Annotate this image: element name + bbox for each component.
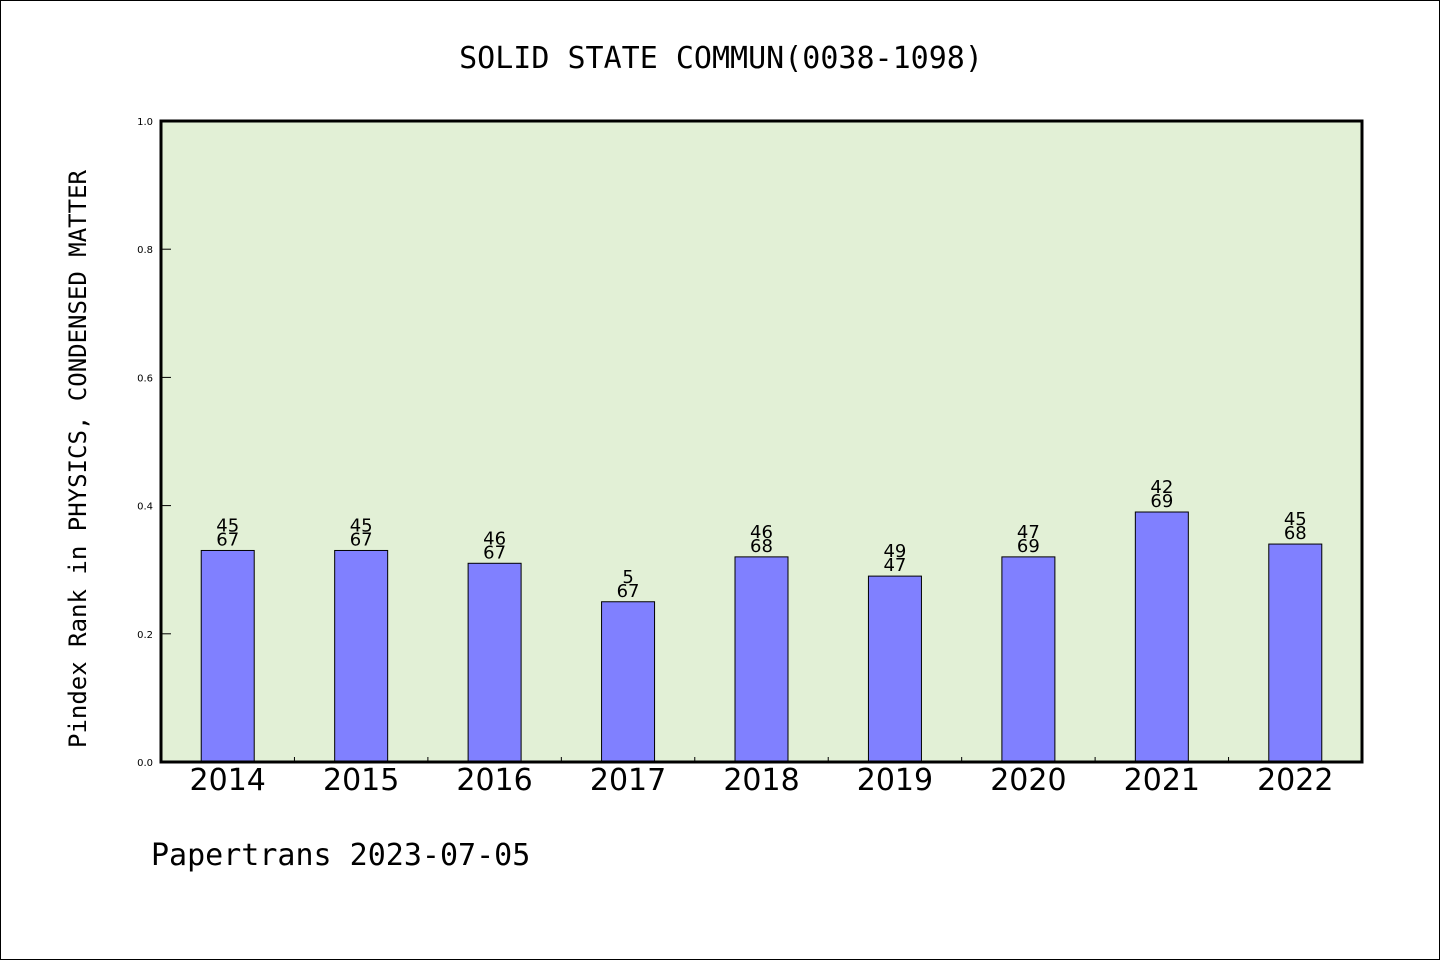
x-tick-label-2019: 2019 <box>857 763 933 798</box>
bar-2016 <box>467 562 522 763</box>
bar-2014 <box>200 549 255 763</box>
bar-label-top-2022: 45 <box>1284 509 1307 530</box>
x-tick-label-2022: 2022 <box>1257 763 1333 798</box>
y-tick-label: 0.6 <box>137 373 153 384</box>
bar-label-top-2017: 5 <box>622 567 633 588</box>
x-tick-label-2014: 2014 <box>190 763 266 798</box>
plot-border <box>159 119 1364 764</box>
bar-label-bottom-2022: 68 <box>1284 523 1307 544</box>
bar-label-top-2020: 47 <box>1017 522 1040 543</box>
bar-label-bottom-2020: 69 <box>1017 536 1040 557</box>
bar-2022 <box>1268 543 1323 763</box>
chart-title: SOLID STATE COMMUN(0038-1098) <box>459 41 983 76</box>
bar-2019 <box>867 575 922 763</box>
bar-label-top-2015: 45 <box>350 515 373 536</box>
y-tick-label: 0.8 <box>137 245 153 256</box>
bar-label-top-2018: 46 <box>750 522 773 543</box>
x-axis-ticks: 2014 2015 2016 2017 2018 2019 2020 2021 2022 <box>190 757 1333 798</box>
bar-2018 <box>734 556 789 763</box>
footer-credit: Papertrans 2023-07-05 <box>151 838 530 873</box>
bars-group <box>200 511 1323 763</box>
bar-label-bottom-2017: 67 <box>617 581 640 602</box>
x-tick-label-2016: 2016 <box>456 763 532 798</box>
bar-label-top-2014: 45 <box>216 515 239 536</box>
x-tick-label-2017: 2017 <box>590 763 666 798</box>
x-tick-label-2018: 2018 <box>723 763 799 798</box>
bar-label-top-2021: 42 <box>1150 477 1173 498</box>
y-tick-label: 0.2 <box>137 630 153 641</box>
bar-2017 <box>601 601 656 763</box>
bar-label-bottom-2021: 69 <box>1150 491 1173 512</box>
y-tick-label: 1.0 <box>137 117 153 128</box>
y-tick-label: 0.4 <box>137 502 153 513</box>
bar-label-bottom-2018: 68 <box>750 536 773 557</box>
bar-2015 <box>334 549 389 763</box>
bar-label-bottom-2019: 47 <box>883 555 906 576</box>
x-tick-label-2020: 2020 <box>990 763 1066 798</box>
y-tick-label: 0.0 <box>137 758 153 769</box>
bar-2020 <box>1001 556 1056 763</box>
bar-label-bottom-2015: 67 <box>350 529 373 550</box>
bar-label-bottom-2016: 67 <box>483 542 506 563</box>
x-tick-label-2015: 2015 <box>323 763 399 798</box>
bar-label-top-2016: 46 <box>483 528 506 549</box>
bar-label-top-2019: 49 <box>883 541 906 562</box>
y-axis-label: Pindex Rank in PHYSICS, CONDENSED MATTER <box>64 169 92 748</box>
bar-label-bottom-2014: 67 <box>216 529 239 550</box>
x-tick-label-2021: 2021 <box>1124 763 1200 798</box>
bar-2021 <box>1134 511 1189 763</box>
